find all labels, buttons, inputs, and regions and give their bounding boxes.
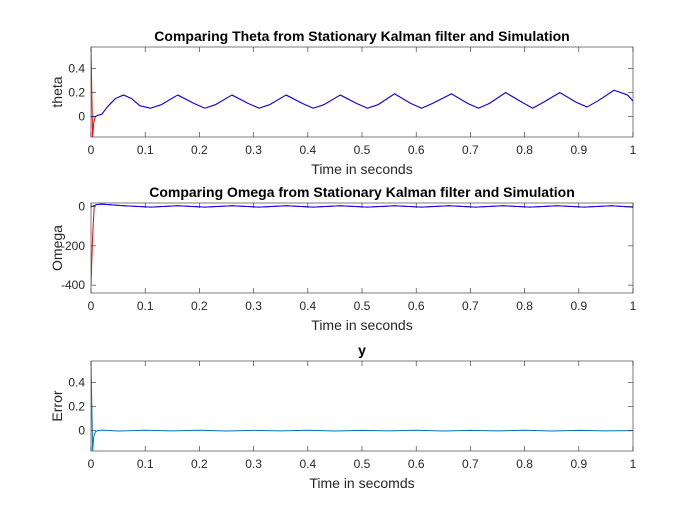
x-tick-label: 0 [88,299,95,313]
y-axis-label: theta [49,76,65,107]
subplot-1: 0 0.1 0.2 0.3 0.4 0.5 0.6 0.7 0.8 0.9 1 0 0.2 0.4 Comp… [49,28,637,177]
x-tick-label: 0.3 [245,457,262,471]
subplot-3: 0 0.1 0.2 0.3 0.4 0.5 0.6 0.7 0.8 0.9 1 0 0.2 0.4 y Tim… [49,342,637,491]
x-axis-label: Time in secomds [309,475,414,491]
x-tick-label: 0.2 [191,457,208,471]
y-tick-label: 0.2 [68,400,85,414]
x-tick-label: 1 [630,457,637,471]
x-tick-label: 0.8 [516,299,533,313]
x-tick-label: 0.4 [299,143,316,157]
y-tick-label: 0.4 [68,62,85,76]
x-tick-label: 0.5 [354,299,371,313]
x-tick-label: 0.5 [354,143,371,157]
x-tick-label: 0.1 [137,457,154,471]
x-tick-label: 0.7 [462,143,479,157]
x-tick-label: 0.4 [299,299,316,313]
x-tick-label: 1 [630,143,637,157]
chart-title: y [358,342,366,358]
y-axis-label: Error [49,390,65,421]
x-tick-label: 0.2 [191,299,208,313]
x-tick-label: 1 [630,299,637,313]
x-tick-label: 0.9 [570,299,587,313]
y-tick-label: 0 [78,424,85,438]
plot-area [91,203,633,293]
chart-title: Comparing Omega from Stationary Kalman f… [149,184,575,200]
x-tick-label: 0.8 [516,457,533,471]
x-axis-label: Time in seconds [311,161,412,177]
x-tick-label: 0.7 [462,299,479,313]
x-tick-label: 0.1 [137,143,154,157]
x-tick-label: 0 [88,143,95,157]
subplot-2: 0 0.1 0.2 0.3 0.4 0.5 0.6 0.7 0.8 0.9 1-400-2000Co… [49,184,637,333]
x-tick-label: 0.8 [516,143,533,157]
x-tick-label: 0.9 [570,457,587,471]
chart-title: Comparing Theta from Stationary Kalman f… [154,28,569,44]
x-tick-label: 0.6 [408,143,425,157]
x-tick-label: 0.9 [570,143,587,157]
x-tick-label: 0.6 [408,299,425,313]
y-tick-label: 0.2 [68,86,85,100]
y-tick-label: 0.4 [68,376,85,390]
x-tick-label: 0.6 [408,457,425,471]
plot-area [91,47,633,137]
x-tick-label: 0.2 [191,143,208,157]
x-tick-label: 0.1 [137,299,154,313]
x-tick-label: 0.5 [354,457,371,471]
plot-area [91,361,633,451]
x-tick-label: 0.7 [462,457,479,471]
x-tick-label: 0.3 [245,299,262,313]
y-tick-label: 0 [78,110,85,124]
x-tick-label: 0 [88,457,95,471]
y-tick-label: 0 [78,200,85,214]
x-axis-label: Time in seconds [311,317,412,333]
y-tick-label: -400 [61,278,85,292]
x-tick-label: 0.4 [299,457,316,471]
x-tick-label: 0.3 [245,143,262,157]
y-axis-label: Omega [49,225,65,271]
